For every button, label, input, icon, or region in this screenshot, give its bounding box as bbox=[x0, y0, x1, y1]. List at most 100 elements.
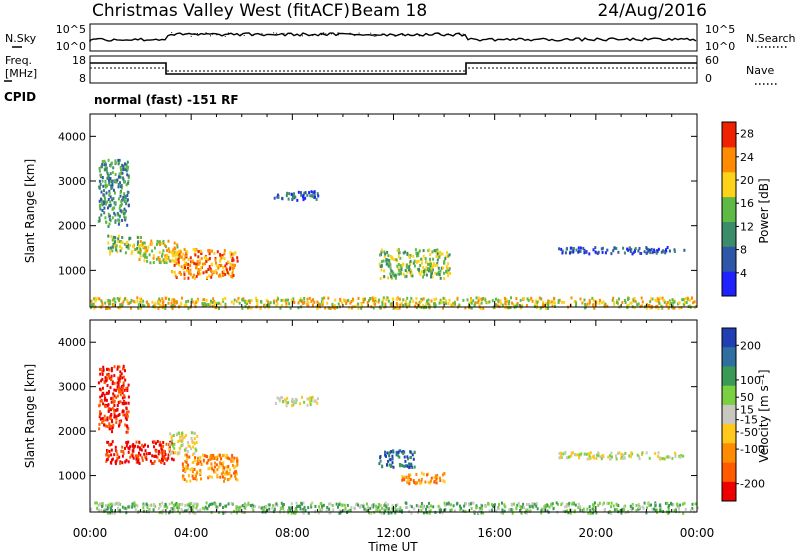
velocity-echo-cell bbox=[116, 404, 119, 407]
power-echo-cell bbox=[124, 168, 127, 171]
power-echo-cell bbox=[387, 299, 390, 303]
velocity-echo-cell bbox=[311, 395, 314, 399]
velocity-echo-cell bbox=[422, 472, 425, 476]
power-echo-cell bbox=[413, 259, 416, 263]
velocity-echo-cell bbox=[588, 505, 591, 509]
power-echo-cell bbox=[223, 257, 226, 261]
velocity-echo-cell bbox=[195, 449, 198, 453]
power-echo-cell bbox=[286, 191, 289, 195]
power-echo-cell bbox=[107, 302, 110, 306]
velocity-echo-cell bbox=[651, 507, 654, 511]
power-echo-cell bbox=[136, 299, 139, 303]
velocity-echo-cell bbox=[127, 401, 130, 405]
velocity-echo-cell bbox=[379, 455, 382, 458]
velocity-echo-cell bbox=[620, 454, 623, 458]
velocity-echo-cell bbox=[420, 509, 423, 513]
power-echo-cell bbox=[267, 300, 270, 304]
velocity-echo-cell bbox=[295, 501, 298, 505]
power-echo-cell bbox=[398, 251, 401, 255]
velocity-echo-cell bbox=[115, 396, 118, 400]
power-echo-cell bbox=[228, 273, 230, 276]
velocity-echo-cell bbox=[511, 511, 514, 515]
power-echo-cell bbox=[200, 251, 203, 255]
power-x-ticks bbox=[89, 114, 698, 307]
power-echo-cell bbox=[268, 304, 271, 308]
velocity-echo-cell bbox=[611, 455, 613, 459]
velocity-echo-cell bbox=[620, 456, 622, 460]
velocity-echo-cell bbox=[302, 501, 305, 505]
power-echo-cell bbox=[372, 306, 375, 310]
power-echo-cell bbox=[205, 299, 208, 302]
power-echo-cell bbox=[299, 299, 302, 303]
power-echo-cell bbox=[656, 304, 659, 308]
velocity-echo-cell bbox=[528, 509, 531, 513]
velocity-echo-cell bbox=[299, 402, 302, 406]
power-echo-cell bbox=[612, 296, 615, 300]
velocity-echo-cell bbox=[430, 476, 433, 480]
power-echo-cell bbox=[122, 195, 125, 199]
velocity-echo-cell bbox=[219, 461, 221, 465]
power-echo-cell bbox=[668, 299, 671, 303]
velocity-echo-cell bbox=[239, 508, 242, 512]
velocity-echo-cell bbox=[114, 503, 117, 506]
velocity-echo-cell bbox=[223, 472, 226, 476]
power-echo-cell bbox=[147, 304, 150, 308]
power-echo-cell bbox=[684, 297, 687, 300]
power-echo-cell bbox=[311, 194, 314, 198]
power-echo-cell bbox=[287, 197, 290, 201]
velocity-echo-cell bbox=[230, 459, 233, 463]
power-colorbar-frame bbox=[721, 121, 737, 297]
velocity-echo-cell bbox=[260, 506, 263, 510]
velocity-echo-cell bbox=[492, 505, 495, 509]
velocity-echo-cell bbox=[181, 439, 184, 443]
power-echo-cell bbox=[157, 306, 160, 310]
power-echo-cell bbox=[398, 297, 401, 301]
power-echo-cell bbox=[256, 299, 259, 303]
velocity-echo-cell bbox=[415, 472, 418, 476]
velocity-echo-cell bbox=[332, 508, 335, 512]
power-echo-cell bbox=[399, 264, 402, 268]
power-echo-cell bbox=[142, 241, 145, 245]
velocity-echo-cell bbox=[116, 407, 119, 411]
power-echo-cell bbox=[187, 258, 190, 261]
velocity-echo-cell bbox=[233, 466, 236, 470]
velocity-echo-cell bbox=[116, 456, 119, 460]
velocity-echo-cell bbox=[630, 451, 633, 455]
power-echo-cell bbox=[106, 184, 108, 188]
velocity-echo-cell bbox=[162, 449, 165, 453]
velocity-echo-cell bbox=[122, 402, 125, 406]
power-echo-cell bbox=[485, 301, 488, 305]
velocity-echo-cell bbox=[613, 508, 616, 512]
velocity-echo-cell bbox=[186, 503, 189, 507]
velocity-echo-cell bbox=[118, 379, 121, 383]
velocity-echo-cell bbox=[170, 507, 172, 511]
power-echo-cell bbox=[497, 300, 500, 304]
noise-search-dot bbox=[283, 32, 285, 34]
power-echo-cell bbox=[112, 197, 115, 200]
velocity-echo-cell bbox=[186, 450, 189, 454]
power-echo-cell bbox=[397, 254, 400, 258]
power-echo-cell bbox=[109, 172, 112, 176]
velocity-colorbar-tick-label: -100 bbox=[740, 443, 765, 456]
velocity-echo-cell bbox=[177, 431, 180, 435]
velocity-echo-cell bbox=[408, 473, 411, 477]
power-echo-cell bbox=[630, 247, 633, 251]
velocity-echo-cell bbox=[223, 504, 226, 508]
velocity-echo-cell bbox=[358, 505, 361, 509]
power-echo-cell bbox=[550, 300, 553, 304]
velocity-echo-cell bbox=[286, 396, 289, 400]
velocity-echo-cell bbox=[661, 457, 664, 461]
velocity-echo-cell bbox=[169, 432, 172, 436]
velocity-echo-cell bbox=[617, 504, 620, 508]
velocity-echo-cell bbox=[398, 455, 401, 459]
power-echo-cell bbox=[101, 301, 104, 305]
velocity-echo-cell bbox=[222, 475, 224, 479]
velocity-echo-cell bbox=[681, 502, 684, 506]
velocity-echo-cell bbox=[470, 507, 473, 511]
power-echo-cell bbox=[157, 256, 160, 259]
power-echo-cell bbox=[515, 297, 518, 300]
velocity-echo-cell bbox=[543, 505, 546, 509]
velocity-echo-cell bbox=[117, 387, 120, 391]
velocity-echo-cell bbox=[623, 456, 626, 460]
